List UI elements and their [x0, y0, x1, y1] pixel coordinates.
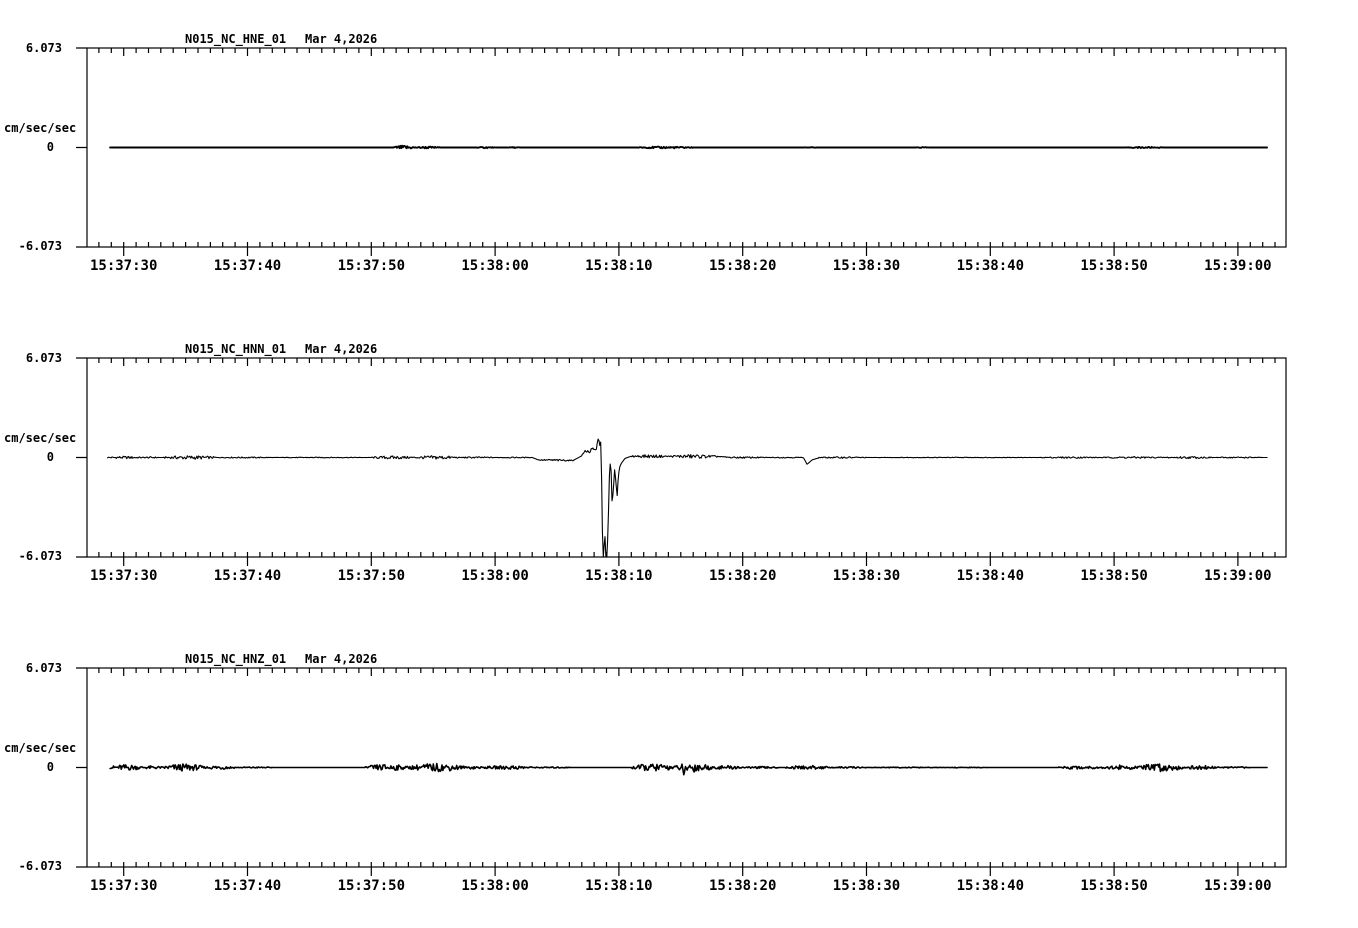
x-tick-label: 15:39:00	[1204, 877, 1272, 894]
x-tick-label: 15:38:30	[832, 258, 901, 274]
x-tick-label: 15:38:20	[708, 568, 777, 584]
x-tick-label: 15:38:40	[956, 258, 1025, 274]
seismogram-panel-hnn: N015_NC_HNN_01 Mar 4,2026 6.073 cm/sec/s…	[0, 342, 1358, 618]
y-axis-unit-label: cm/sec/sec	[4, 121, 77, 135]
x-tick-label: 15:37:40	[213, 568, 282, 584]
y-axis-max-label: 6.073	[25, 41, 62, 55]
x-tick-label: 15:38:30	[832, 568, 901, 584]
x-tick-label: 15:38:20	[708, 877, 777, 894]
x-tick-label: 15:37:30	[89, 258, 158, 274]
x-tick-label: 15:38:00	[461, 877, 529, 894]
y-axis-zero-label: 0	[46, 450, 54, 464]
x-tick-label: 15:37:50	[337, 258, 406, 274]
x-tick-label: 15:39:00	[1204, 568, 1272, 584]
x-tick-label: 15:38:10	[585, 877, 653, 894]
waveform-trace	[109, 144, 1268, 150]
x-tick-label: 15:38:40	[956, 568, 1025, 584]
x-tick-label: 15:38:50	[1080, 258, 1148, 274]
x-tick-label: 15:37:40	[213, 877, 282, 894]
y-axis-zero-label: 0	[46, 140, 54, 154]
x-tick-label: 15:38:30	[832, 877, 901, 894]
axis-ticks	[76, 47, 1276, 256]
y-axis-max-label: 6.073	[25, 660, 62, 675]
seismogram-panel-hne: N015_NC_HNE_01 Mar 4,2026 6.073 cm/sec/s…	[0, 32, 1358, 308]
plot-area	[76, 666, 1287, 876]
y-axis-max-label: 6.073	[25, 351, 62, 365]
x-tick-label: 15:38:00	[461, 258, 529, 274]
trace-title: N015_NC_HNE_01	[185, 32, 287, 46]
y-axis-min-label: -6.073	[18, 858, 62, 873]
seismogram-panel-hnz: N015_NC_HNZ_01 Mar 4,2026 6.073 cm/sec/s…	[0, 652, 1358, 928]
x-tick-label: 15:38:50	[1080, 877, 1148, 894]
trace-title: N015_NC_HNN_01	[185, 342, 287, 356]
y-axis-unit-label: cm/sec/sec	[4, 740, 77, 755]
trace-date: Mar 4,2026	[305, 342, 378, 356]
trace-date: Mar 4,2026	[305, 32, 378, 46]
x-tick-label: 15:38:20	[708, 258, 777, 274]
axis-ticks	[76, 666, 1276, 876]
x-tick-label: 15:39:00	[1204, 258, 1272, 274]
plot-area	[76, 357, 1287, 566]
y-axis-unit-label: cm/sec/sec	[4, 431, 77, 445]
x-tick-label: 15:38:10	[585, 258, 653, 274]
axis-ticks	[76, 357, 1276, 566]
plot-area	[76, 47, 1287, 256]
waveform-trace	[109, 762, 1268, 775]
x-tick-label: 15:37:40	[213, 258, 282, 274]
x-tick-label: 15:38:50	[1080, 568, 1148, 584]
trace-title: N015_NC_HNZ_01	[185, 651, 287, 666]
x-tick-label: 15:38:00	[461, 568, 529, 584]
trace-date: Mar 4,2026	[305, 651, 378, 666]
y-axis-zero-label: 0	[46, 759, 54, 774]
x-tick-label: 15:37:30	[89, 877, 158, 894]
x-tick-label: 15:38:40	[956, 877, 1025, 894]
x-tick-label: 15:37:30	[89, 568, 158, 584]
x-tick-label: 15:38:10	[585, 568, 653, 584]
y-axis-min-label: -6.073	[18, 239, 62, 253]
waveform-trace	[107, 438, 1268, 558]
x-tick-label: 15:37:50	[337, 877, 406, 894]
y-axis-min-label: -6.073	[18, 549, 62, 563]
x-tick-label: 15:37:50	[337, 568, 406, 584]
